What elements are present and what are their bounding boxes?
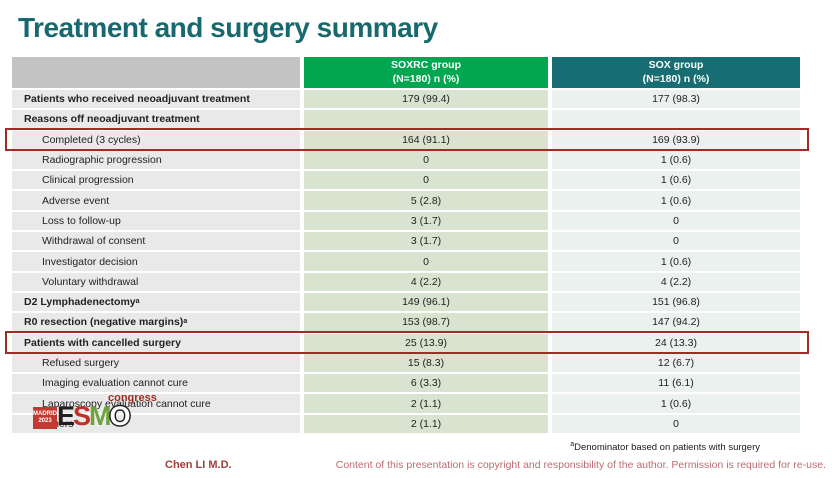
soxrc-value: 4 (2.2) xyxy=(304,272,548,291)
table-row: Reasons off neoadjuvant treatment xyxy=(12,110,800,129)
table-row: D2 Lymphadenectomy a 149 (96.1) 151 (96.8… xyxy=(12,292,800,312)
soxrc-value xyxy=(304,110,548,129)
sox-value: 147 (94.2) xyxy=(552,313,800,332)
header-sox-group: SOX group (N=180) n (%) xyxy=(552,57,800,88)
copyright-notice: Content of this presentation is copyrigh… xyxy=(335,459,826,471)
soxrc-value: 153 (98.7) xyxy=(304,313,548,332)
table-row: Patients who received neoadjuvant treatm… xyxy=(12,90,800,109)
table-row: Imaging evaluation cannot cure 6 (3.3) 1… xyxy=(12,374,800,393)
table-row: Laparoscopy evaluation cannot cure 2 (1.… xyxy=(12,394,800,413)
sox-value: 0 xyxy=(552,211,800,231)
table-row: Adverse event 5 (2.8) 1 (0.6) xyxy=(12,191,800,210)
sox-value: 151 (96.8) xyxy=(552,292,800,312)
summary-table: SOXRC group (N=180) n (%) SOX group (N=1… xyxy=(5,57,809,435)
soxrc-value: 149 (96.1) xyxy=(304,292,548,312)
row-label: Imaging evaluation cannot cure xyxy=(12,374,300,393)
table-row: Completed (3 cycles) 164 (91.1) 169 (93.… xyxy=(5,127,809,152)
row-label: Radiographic progression xyxy=(12,150,300,170)
esmo-letter-o: O xyxy=(109,401,131,431)
table-row: Refused surgery 15 (8.3) 12 (6.7) xyxy=(12,353,800,373)
sox-value: 24 (13.3) xyxy=(552,333,800,352)
row-label: Investigator decision xyxy=(12,252,300,271)
table-row: Clinical progression 0 1 (0.6) xyxy=(12,171,800,190)
sox-value: 1 (0.6) xyxy=(552,252,800,271)
logo-city: MADRID xyxy=(33,410,57,417)
row-label: R0 resection (negative margins) a xyxy=(12,313,300,332)
sox-value: 4 (2.2) xyxy=(552,272,800,291)
table-row: R0 resection (negative margins) a 153 (98… xyxy=(12,313,800,332)
sox-value: 1 (0.6) xyxy=(552,171,800,190)
esmo-letter-m: M xyxy=(89,401,111,431)
table-body: Patients who received neoadjuvant treatm… xyxy=(5,90,809,434)
row-label: Patients who received neoadjuvant treatm… xyxy=(12,90,300,109)
row-label: Reasons off neoadjuvant treatment xyxy=(12,110,300,129)
logo-year: 2023 xyxy=(38,418,52,424)
soxrc-value: 6 (3.3) xyxy=(304,374,548,393)
soxrc-value: 5 (2.8) xyxy=(304,191,548,210)
soxrc-value: 2 (1.1) xyxy=(304,394,548,413)
header-sox-name: SOX group xyxy=(648,58,704,71)
footnote-sup: a xyxy=(570,440,575,448)
table-row: Others 2 (1.1) 0 xyxy=(12,414,800,434)
row-label: Clinical progression xyxy=(12,171,300,190)
sox-value: 12 (6.7) xyxy=(552,353,800,373)
table-row: Radiographic progression 0 1 (0.6) xyxy=(12,150,800,170)
row-label: Completed (3 cycles) xyxy=(12,130,300,149)
row-label: Voluntary withdrawal xyxy=(12,272,300,291)
sox-value: 0 xyxy=(552,232,800,251)
soxrc-value: 0 xyxy=(304,150,548,170)
sox-value: 0 xyxy=(552,414,800,434)
header-empty-cell xyxy=(12,57,300,88)
row-label: Adverse event xyxy=(12,191,300,210)
header-sox-sub: (N=180) n (%) xyxy=(642,72,710,85)
header-soxrc-name: SOXRC group xyxy=(391,58,461,71)
soxrc-value: 2 (1.1) xyxy=(304,414,548,434)
soxrc-value: 25 (13.9) xyxy=(304,333,548,352)
row-label: Laparoscopy evaluation cannot cure xyxy=(12,394,300,413)
sox-value: 11 (6.1) xyxy=(552,374,800,393)
presenter-name: Chen LI M.D. xyxy=(165,459,232,471)
header-soxrc-group: SOXRC group (N=180) n (%) xyxy=(304,57,548,88)
table-row: Loss to follow-up 3 (1.7) 0 xyxy=(12,211,800,231)
soxrc-value: 0 xyxy=(304,171,548,190)
page-title: Treatment and surgery summary xyxy=(18,12,438,43)
sox-value: 169 (93.9) xyxy=(552,130,800,149)
table-footnote: aDenominator based on patients with surg… xyxy=(570,440,760,453)
congress-label: congress xyxy=(108,392,157,404)
table-row: Patients with cancelled surgery 25 (13.9… xyxy=(5,330,809,355)
row-label: D2 Lymphadenectomy a xyxy=(12,292,300,312)
soxrc-value: 164 (91.1) xyxy=(304,130,548,149)
sox-value xyxy=(552,110,800,129)
sox-value: 1 (0.6) xyxy=(552,394,800,413)
soxrc-value: 3 (1.7) xyxy=(304,232,548,251)
esmo-wordmark: ESMO xyxy=(57,401,131,431)
soxrc-value: 15 (8.3) xyxy=(304,353,548,373)
table-row: Investigator decision 0 1 (0.6) xyxy=(12,252,800,271)
header-soxrc-sub: (N=180) n (%) xyxy=(392,72,460,85)
esmo-letter-s: S xyxy=(73,401,91,431)
madrid-2023-badge: MADRID 2023 xyxy=(33,407,57,429)
sox-value: 1 (0.6) xyxy=(552,191,800,210)
table-row: Withdrawal of consent 3 (1.7) 0 xyxy=(12,232,800,251)
slide-footer: MADRID 2023 ESMO congress Chen LI M.D. a… xyxy=(0,392,832,478)
esmo-congress-logo: MADRID 2023 ESMO xyxy=(33,399,131,431)
sox-value: 177 (98.3) xyxy=(552,90,800,109)
soxrc-value: 179 (99.4) xyxy=(304,90,548,109)
table-header-row: SOXRC group (N=180) n (%) SOX group (N=1… xyxy=(12,57,800,88)
row-label: Patients with cancelled surgery xyxy=(12,333,300,352)
footnote-text: Denominator based on patients with surge… xyxy=(574,442,760,453)
table-row: Voluntary withdrawal 4 (2.2) 4 (2.2) xyxy=(12,272,800,291)
sox-value: 1 (0.6) xyxy=(552,150,800,170)
row-label: Refused surgery xyxy=(12,353,300,373)
row-label: Loss to follow-up xyxy=(12,211,300,231)
row-label: Withdrawal of consent xyxy=(12,232,300,251)
soxrc-value: 0 xyxy=(304,252,548,271)
soxrc-value: 3 (1.7) xyxy=(304,211,548,231)
esmo-letter-e: E xyxy=(57,401,75,431)
